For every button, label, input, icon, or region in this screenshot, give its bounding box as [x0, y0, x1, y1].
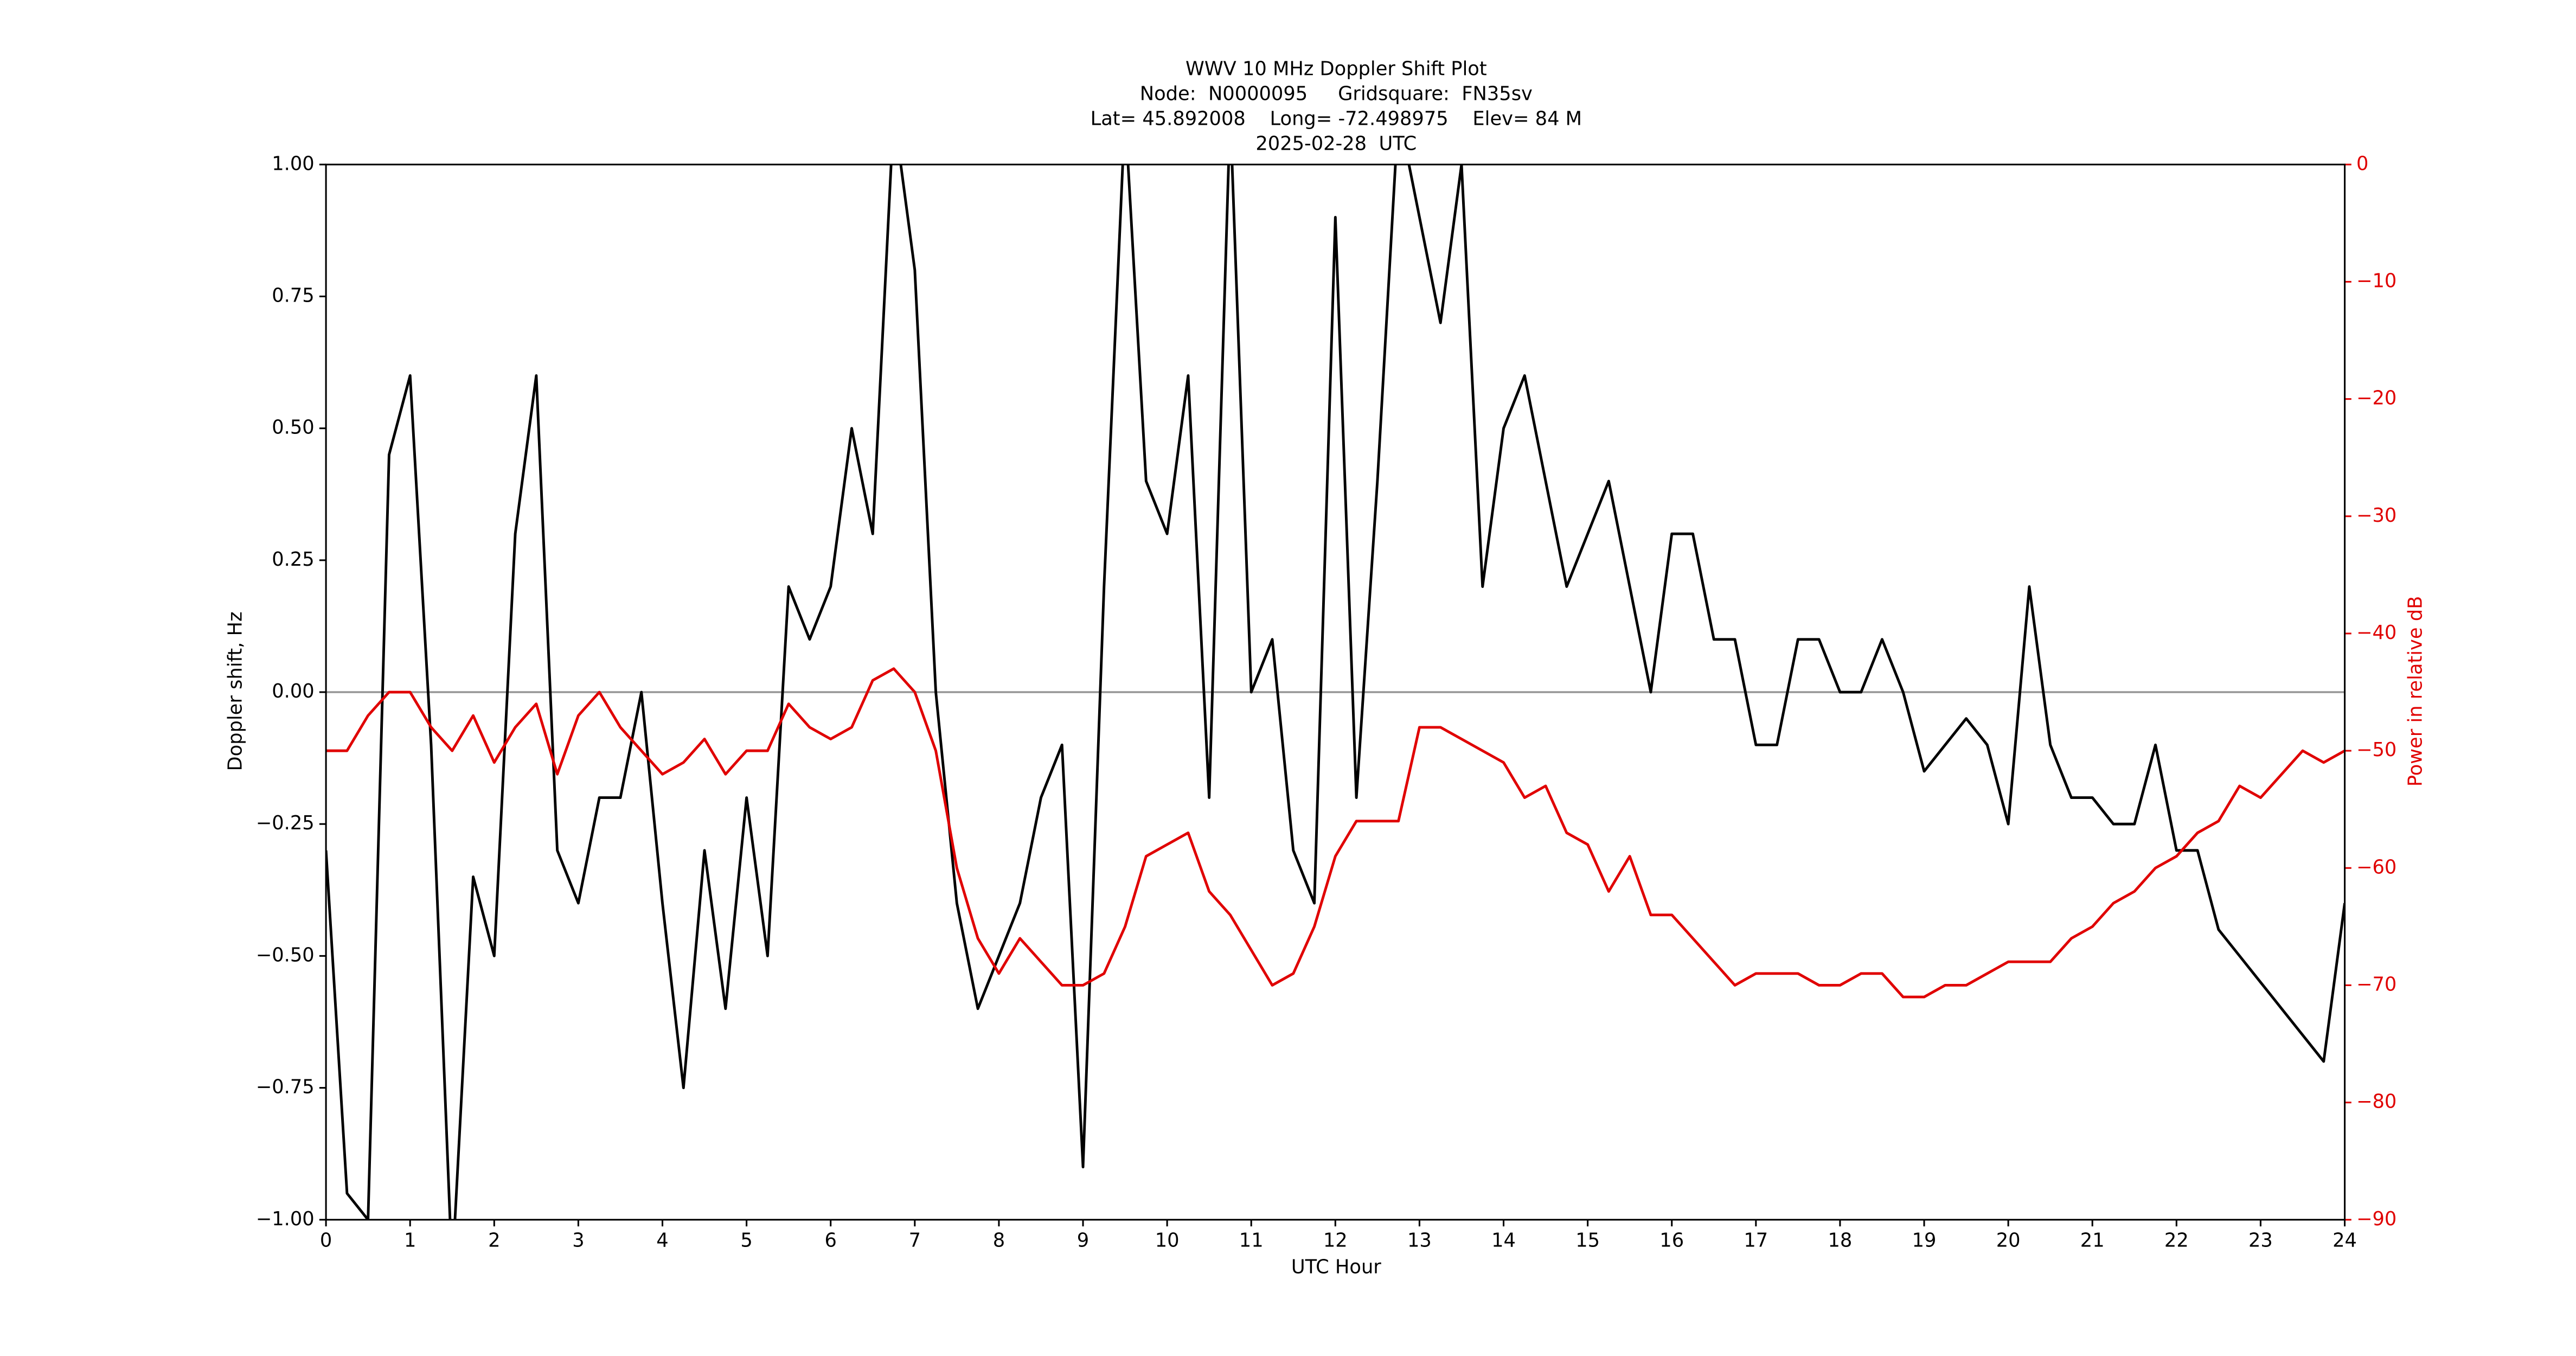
- y-tick-label: −0.50: [256, 944, 315, 966]
- x-tick-label: 1: [404, 1230, 416, 1252]
- x-tick-label: 6: [824, 1230, 836, 1252]
- y-axis-label: Doppler shift, Hz: [225, 612, 247, 771]
- y2-tick-label: −60: [2356, 856, 2396, 878]
- y-tick-label: −1.00: [256, 1208, 315, 1230]
- x-tick-label: 20: [1996, 1230, 2021, 1252]
- x-tick-label: 21: [2080, 1230, 2105, 1252]
- title-line: WWV 10 MHz Doppler Shift Plot: [1186, 58, 1487, 80]
- y-tick-label: 0.25: [272, 548, 314, 571]
- y2-tick-label: −40: [2356, 622, 2396, 644]
- series-line: [326, 164, 2345, 1220]
- x-tick-label: 22: [2164, 1230, 2189, 1252]
- x-tick-label: 4: [656, 1230, 668, 1252]
- x-tick-label: 14: [1491, 1230, 1516, 1252]
- title-line: Lat= 45.892008 Long= -72.498975 Elev= 84…: [1091, 108, 1582, 130]
- x-tick-label: 7: [909, 1230, 921, 1252]
- x-tick-label: 5: [740, 1230, 752, 1252]
- x-tick-label: 17: [1744, 1230, 1768, 1252]
- y2-axis-label: Power in relative dB: [2404, 596, 2426, 787]
- y2-tick-label: −50: [2356, 739, 2396, 761]
- y-tick-label: 1.00: [272, 152, 314, 175]
- x-tick-label: 3: [572, 1230, 584, 1252]
- x-tick-label: 12: [1323, 1230, 1348, 1252]
- y-tick-label: −0.25: [256, 812, 315, 834]
- x-tick-label: 8: [993, 1230, 1005, 1252]
- x-tick-label: 19: [1912, 1230, 1937, 1252]
- series-line: [326, 667, 2345, 999]
- y-tick-label: 0.50: [272, 417, 314, 439]
- y2-tick-label: −10: [2356, 270, 2396, 292]
- y2-tick-label: −80: [2356, 1091, 2396, 1113]
- x-tick-label: 24: [2333, 1230, 2357, 1252]
- x-tick-label: 23: [2248, 1230, 2273, 1252]
- title-line: Node: N0000095 Gridsquare: FN35sv: [1140, 83, 1533, 105]
- y2-tick-label: −20: [2356, 387, 2396, 410]
- y2-tick-label: 0: [2356, 152, 2368, 175]
- x-tick-label: 2: [488, 1230, 500, 1252]
- x-tick-label: 18: [1828, 1230, 1853, 1252]
- y2-tick-label: −30: [2356, 504, 2396, 527]
- y-tick-label: 0.75: [272, 284, 314, 306]
- x-tick-label: 11: [1239, 1230, 1264, 1252]
- x-tick-label: 16: [1659, 1230, 1684, 1252]
- title-line: 2025-02-28 UTC: [1255, 133, 1417, 155]
- y-tick-label: 0.00: [272, 680, 314, 702]
- x-tick-label: 10: [1155, 1230, 1180, 1252]
- y2-tick-label: −70: [2356, 973, 2396, 995]
- x-tick-label: 9: [1077, 1230, 1089, 1252]
- y-tick-label: −0.75: [256, 1076, 315, 1098]
- x-tick-label: 13: [1407, 1230, 1432, 1252]
- y2-tick-label: −90: [2356, 1208, 2396, 1230]
- x-axis-label: UTC Hour: [1291, 1256, 1381, 1278]
- x-tick-label: 15: [1575, 1230, 1600, 1252]
- x-tick-label: 0: [320, 1230, 332, 1252]
